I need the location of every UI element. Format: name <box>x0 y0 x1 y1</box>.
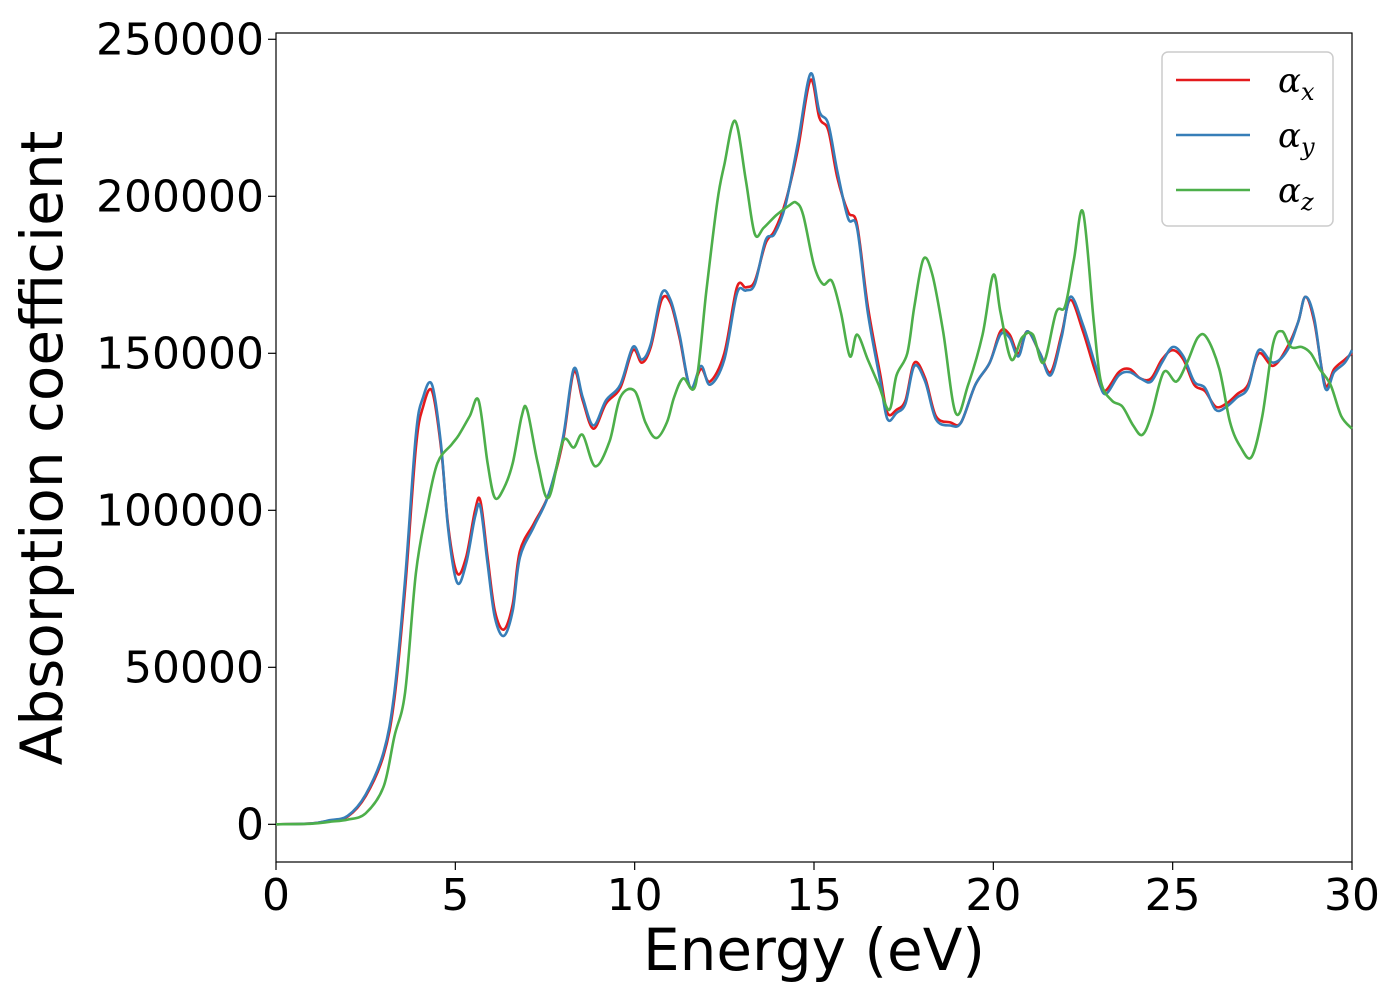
x-axis: 0 5 10 15 20 25 30 <box>262 862 1380 921</box>
x-tick-label: 10 <box>607 870 663 921</box>
legend: αx αy αz <box>1161 51 1334 227</box>
x-tick-label: 30 <box>1324 870 1380 921</box>
y-axis-title: Absorption coefficient <box>8 131 76 766</box>
x-tick-label: 20 <box>965 870 1021 921</box>
y-tick-label: 50000 <box>124 642 264 693</box>
y-tick-label: 100000 <box>96 485 264 536</box>
x-tick-label: 5 <box>441 870 469 921</box>
legend-label-x: αx <box>1278 61 1315 106</box>
legend-label-y: αy <box>1278 116 1315 161</box>
x-axis-title: Energy (eV) <box>643 916 985 984</box>
series-line-x <box>275 78 1353 826</box>
series-lines <box>275 72 1354 826</box>
x-tick-label: 15 <box>786 870 842 921</box>
series-line-z <box>275 119 1353 826</box>
x-tick-label: 0 <box>262 870 290 921</box>
legend-label-z: αz <box>1278 171 1314 216</box>
y-axis: 0 50000 100000 150000 200000 250000 <box>96 14 276 850</box>
series-line-y <box>275 72 1354 826</box>
legend-box <box>1161 51 1334 227</box>
y-tick-label: 250000 <box>96 14 264 65</box>
x-tick-label: 25 <box>1145 870 1201 921</box>
y-tick-label: 200000 <box>96 171 264 222</box>
y-tick-label: 0 <box>236 799 264 850</box>
y-tick-label: 150000 <box>96 328 264 379</box>
